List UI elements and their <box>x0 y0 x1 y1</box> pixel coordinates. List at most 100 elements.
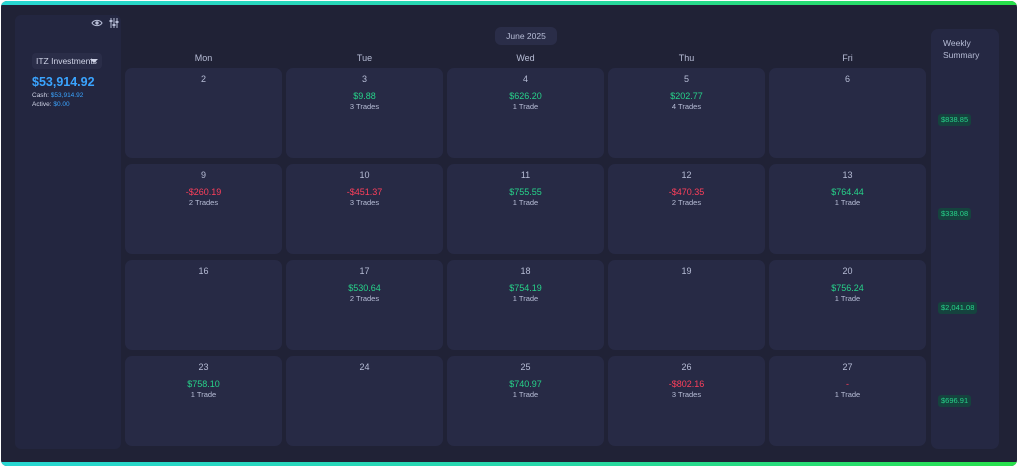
weekly-summary-panel: Weekly Summary <box>931 29 999 449</box>
cash-value: $53,914.92 <box>50 92 84 99</box>
day-cell[interactable]: 12 -$470.35 2 Trades <box>608 164 765 254</box>
day-pnl: $740.97 <box>509 379 542 389</box>
day-number: 27 <box>842 362 853 372</box>
weekly-summary-title: Weekly Summary <box>943 38 980 60</box>
month-selector[interactable]: June 2025 <box>495 27 557 45</box>
day-pnl: -$470.35 <box>668 187 705 197</box>
sliders-icon[interactable] <box>107 17 121 31</box>
day-pnl: - <box>846 379 849 389</box>
day-trade-count <box>125 102 282 112</box>
day-pnl: $530.64 <box>348 283 381 293</box>
account-sidebar <box>15 15 121 449</box>
day-header-0: Mon <box>194 53 213 63</box>
active-value: $0.00 <box>53 101 70 108</box>
day-cell[interactable]: 26 -$802.16 3 Trades <box>608 356 765 446</box>
day-pnl: $755.55 <box>509 187 542 197</box>
day-number: 6 <box>844 74 850 84</box>
cash-label: Cash: <box>32 92 49 99</box>
day-cell[interactable]: 16 <box>125 260 282 350</box>
day-trade-count: 2 Trades <box>349 294 380 303</box>
day-cell[interactable]: 3 $9.88 3 Trades <box>286 68 443 158</box>
day-number: 24 <box>359 362 370 372</box>
day-cell[interactable]: 6 <box>769 68 926 158</box>
day-number: 4 <box>522 74 528 84</box>
day-cell[interactable]: 24 <box>286 356 443 446</box>
day-number: 2 <box>200 74 206 84</box>
account-balance: $53,914.92 <box>32 75 95 89</box>
day-number: 13 <box>842 170 853 180</box>
day-cell[interactable]: 25 $740.97 1 Trade <box>447 356 604 446</box>
day-number: 18 <box>520 266 531 276</box>
day-pnl <box>125 283 282 294</box>
day-trade-count: 1 Trade <box>834 198 861 207</box>
day-number: 17 <box>359 266 370 276</box>
day-number: 16 <box>198 266 209 276</box>
day-trade-count <box>608 294 765 304</box>
day-cell[interactable]: 27 -1 Trade <box>769 356 926 446</box>
day-number: 23 <box>198 362 209 372</box>
day-pnl <box>125 91 282 102</box>
day-cell[interactable]: 2 <box>125 68 282 158</box>
day-header-1: Tue <box>356 53 373 63</box>
day-pnl <box>608 283 765 294</box>
day-header-2: Wed <box>516 53 535 63</box>
top-accent-bar <box>1 1 1017 5</box>
day-cell[interactable]: 10 -$451.37 3 Trades <box>286 164 443 254</box>
day-cell[interactable]: 17 $530.64 2 Trades <box>286 260 443 350</box>
day-trade-count: 3 Trades <box>349 198 380 207</box>
day-trade-count: 3 Trades <box>671 390 702 399</box>
day-cell[interactable]: 4 $626.20 1 Trade <box>447 68 604 158</box>
day-trade-count: 1 Trade <box>512 294 539 303</box>
eye-icon[interactable] <box>90 17 104 31</box>
day-number: 10 <box>359 170 370 180</box>
day-pnl: -$451.37 <box>346 187 383 197</box>
day-cell[interactable]: 19 <box>608 260 765 350</box>
day-cell[interactable]: 9 -$260.19 2 Trades <box>125 164 282 254</box>
weekly-total-badge: $838.85 <box>938 114 972 126</box>
day-cell[interactable]: 13 $764.44 1 Trade <box>769 164 926 254</box>
day-number: 11 <box>520 170 531 180</box>
day-cell[interactable]: 18 $754.19 1 Trade <box>447 260 604 350</box>
day-trade-count <box>769 102 926 112</box>
day-number: 3 <box>361 74 367 84</box>
day-trade-count: 1 Trade <box>512 198 539 207</box>
day-cell[interactable]: 23 $758.10 1 Trade <box>125 356 282 446</box>
day-pnl: $758.10 <box>187 379 220 389</box>
weekly-total-badge: $338.08 <box>938 208 972 220</box>
day-number: 5 <box>683 74 689 84</box>
account-dropdown[interactable]: ITZ Investments <box>32 53 102 69</box>
day-trade-count: 2 Trades <box>671 198 702 207</box>
day-header-3: Thu <box>678 53 695 63</box>
day-trade-count: 2 Trades <box>188 198 219 207</box>
day-number: 19 <box>681 266 692 276</box>
day-trade-count: 1 Trade <box>834 294 861 303</box>
day-number: 12 <box>681 170 692 180</box>
day-pnl: $764.44 <box>831 187 864 197</box>
day-pnl: $202.77 <box>670 91 703 101</box>
day-trade-count <box>125 294 282 304</box>
weekly-total-badge: $696.91 <box>938 395 972 407</box>
bottom-accent-bar <box>1 462 1017 466</box>
day-pnl: $626.20 <box>509 91 542 101</box>
day-trade-count: 1 Trade <box>190 390 217 399</box>
day-pnl: -$260.19 <box>185 187 222 197</box>
day-trade-count: 1 Trade <box>512 102 539 111</box>
day-cell[interactable]: 11 $755.55 1 Trade <box>447 164 604 254</box>
day-header-4: Fri <box>842 53 853 63</box>
day-pnl: $9.88 <box>353 91 376 101</box>
day-trade-count: 1 Trade <box>512 390 539 399</box>
account-name: ITZ Investments <box>36 56 97 66</box>
day-cell[interactable]: 20 $756.24 1 Trade <box>769 260 926 350</box>
day-trade-count: 1 Trade <box>834 390 861 399</box>
day-trade-count <box>286 390 443 400</box>
day-pnl: $754.19 <box>509 283 542 293</box>
chevron-down-icon <box>90 59 98 63</box>
day-pnl <box>286 379 443 390</box>
day-pnl: $756.24 <box>831 283 864 293</box>
day-cell[interactable]: 5 $202.77 4 Trades <box>608 68 765 158</box>
day-trade-count: 4 Trades <box>671 102 702 111</box>
day-pnl <box>769 91 926 102</box>
day-pnl: -$802.16 <box>668 379 705 389</box>
day-number: 25 <box>520 362 531 372</box>
